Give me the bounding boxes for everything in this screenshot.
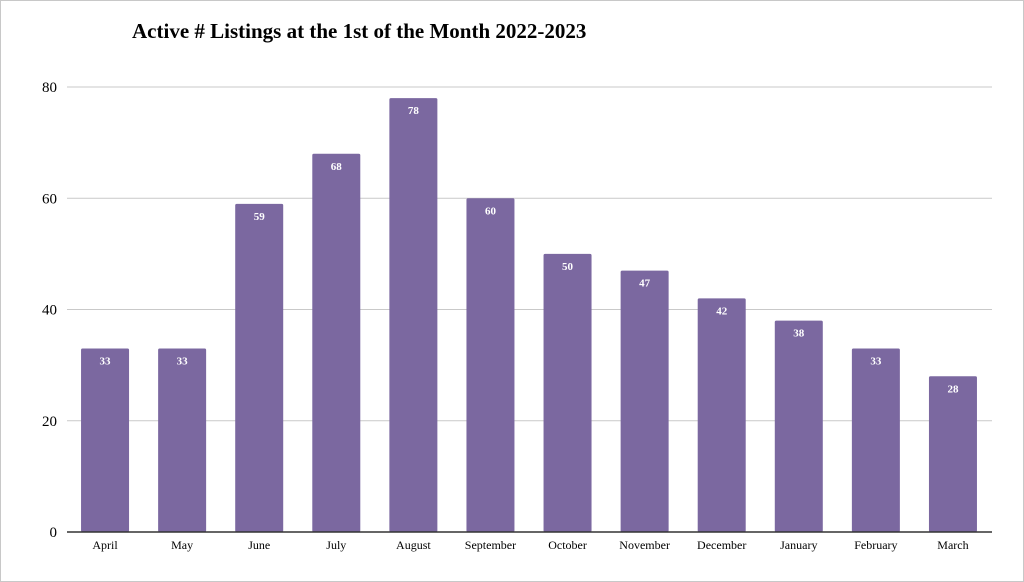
y-tick-label: 80	[42, 80, 57, 96]
x-axis-ticks: April May June July August September October No…	[92, 538, 968, 552]
bar	[620, 270, 669, 532]
y-tick-label: 20	[42, 414, 57, 430]
x-tick-label: February	[854, 538, 897, 552]
data-label: 50	[562, 261, 574, 273]
data-label: 59	[254, 211, 266, 223]
x-tick-label: December	[697, 538, 746, 552]
y-tick-label: 0	[50, 525, 58, 541]
bar	[81, 348, 130, 532]
y-tick-label: 40	[42, 303, 57, 319]
x-tick-label: November	[619, 538, 670, 552]
data-label: 33	[100, 355, 112, 367]
x-tick-label: September	[465, 538, 516, 552]
bar	[774, 320, 823, 532]
bar	[466, 198, 515, 532]
y-tick-label: 60	[42, 191, 57, 207]
x-tick-label: January	[780, 538, 817, 552]
data-label: 33	[870, 355, 882, 367]
bar	[389, 98, 438, 532]
data-label: 47	[639, 278, 651, 290]
y-axis-ticks: 0 20 40 60 80	[42, 80, 57, 541]
x-tick-label: May	[171, 538, 193, 552]
bar	[928, 376, 977, 532]
x-tick-label: April	[92, 538, 118, 552]
data-labels: 33 33 59 68 78 60 50 47 42 38 33 28	[100, 105, 959, 395]
x-tick-label: July	[326, 538, 346, 552]
bars	[81, 98, 977, 532]
data-label: 42	[716, 305, 728, 317]
bar	[312, 153, 361, 532]
data-label: 38	[793, 328, 805, 340]
chart-title: Active # Listings at the 1st of the Mont…	[132, 19, 586, 43]
gridlines	[67, 86, 992, 422]
data-label: 60	[485, 205, 497, 217]
bar	[851, 348, 900, 532]
bar	[697, 298, 746, 532]
x-tick-label: August	[396, 538, 431, 552]
x-tick-label: October	[548, 538, 587, 552]
x-tick-label: March	[937, 538, 968, 552]
bar	[543, 253, 592, 532]
data-label: 28	[947, 383, 959, 395]
data-label: 78	[408, 105, 420, 117]
data-label: 68	[331, 161, 343, 173]
x-tick-label: June	[248, 538, 270, 552]
bar	[158, 348, 207, 532]
bar	[235, 203, 284, 532]
data-label: 33	[177, 355, 189, 367]
